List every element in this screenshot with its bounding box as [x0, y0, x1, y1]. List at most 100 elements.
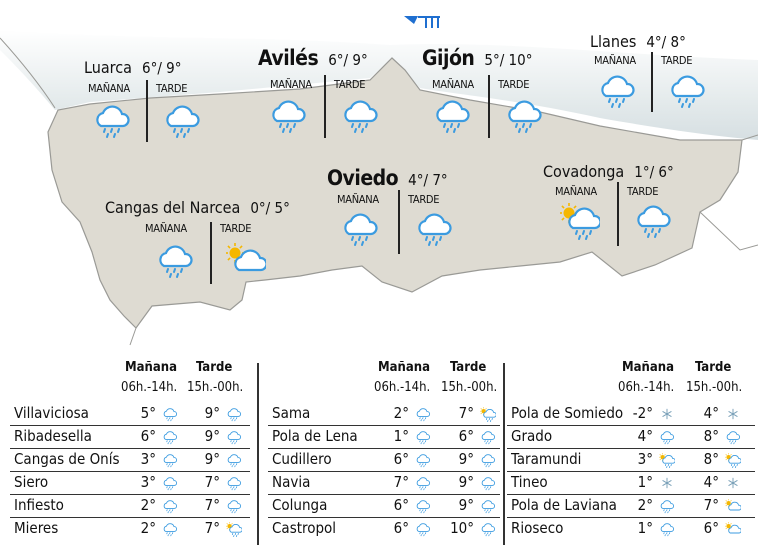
table-row: Cudillero 6° 9° [268, 448, 500, 472]
rain-cloud-icon [480, 429, 496, 445]
sun-rain-cloud-icon [559, 200, 602, 244]
morning-hours: 06h.-14h. [618, 380, 675, 395]
city-temps: 4°/ 7° [408, 171, 448, 189]
location-name: Infiesto [14, 496, 64, 514]
table-row: Siero 3° 7° [10, 471, 250, 495]
city-name: Oviedo [327, 166, 399, 190]
table-row: Grado 4° 8° [507, 425, 755, 449]
divider [210, 222, 212, 284]
neighbor-border-left [129, 134, 758, 346]
rain-cloud-icon [432, 95, 472, 139]
morning-temp: 1° [393, 427, 409, 445]
rain-cloud-icon [633, 200, 673, 244]
asturias-map [0, 16, 758, 346]
rain-cloud-icon [162, 521, 178, 537]
afternoon-temp: 9° [458, 450, 474, 468]
afternoon-temp: 8° [703, 427, 719, 445]
location-name: Sama [272, 404, 311, 422]
divider [324, 75, 326, 138]
city-name: Covadonga [543, 162, 625, 181]
column-divider [257, 363, 259, 545]
afternoon-temp: 7° [204, 519, 220, 537]
morning-temp: 3° [637, 450, 653, 468]
morning-label: MAÑANA [555, 185, 597, 198]
afternoon-temp: 9° [204, 404, 220, 422]
morning-hours: 06h.-14h. [121, 380, 178, 395]
afternoon-temp: 9° [204, 450, 220, 468]
morning-temp: -2° [632, 404, 653, 422]
rain-cloud-icon [659, 498, 675, 514]
city-name: Cangas del Narcea [105, 198, 241, 217]
table-row: Pola de Lena 1° 6° [268, 425, 500, 449]
snowflake-icon [725, 475, 741, 491]
rain-cloud-icon [480, 475, 496, 491]
rain-cloud-icon [725, 429, 741, 445]
sun-cloud-icon [225, 240, 268, 284]
afternoon-header: Tarde [196, 360, 233, 375]
morning-temp: 3° [140, 473, 156, 491]
rain-cloud-icon [480, 498, 496, 514]
morning-temp: 1° [637, 473, 653, 491]
city-name: Llanes [590, 32, 637, 51]
morning-temp: 6° [393, 519, 409, 537]
table-row: Taramundi 3° 8° [507, 448, 755, 472]
sun-cloud-icon [724, 521, 742, 537]
city-name: Luarca [84, 58, 132, 77]
rain-cloud-icon [226, 475, 242, 491]
column-divider [503, 363, 505, 545]
sun-cloud-icon [724, 498, 742, 514]
location-name: Pola de Lena [272, 427, 358, 445]
morning-label: MAÑANA [337, 193, 379, 206]
table-row: Mieres 2° 7° [10, 517, 250, 540]
rain-cloud-icon [667, 70, 707, 114]
rain-cloud-icon [226, 406, 242, 422]
city-temps: 6°/ 9° [141, 59, 182, 77]
afternoon-temp: 6° [703, 519, 719, 537]
morning-label: MAÑANA [432, 78, 474, 91]
divider [488, 75, 490, 138]
afternoon-temp: 6° [458, 427, 474, 445]
rain-cloud-icon [597, 70, 637, 114]
location-name: Tineo [511, 473, 548, 491]
city-temps: 5°/ 10° [484, 51, 533, 69]
morning-label: MAÑANA [270, 78, 312, 91]
location-name: Cangas de Onís [14, 450, 120, 468]
morning-hours: 06h.-14h. [374, 380, 431, 395]
morning-temp: 2° [140, 519, 156, 537]
rain-cloud-icon [659, 521, 675, 537]
afternoon-hours: 15h.-00h. [187, 380, 244, 395]
rain-cloud-icon [226, 429, 242, 445]
morning-header: Mañana [622, 360, 674, 375]
city-temps: 0°/ 5° [250, 199, 290, 217]
afternoon-temp: 7° [458, 404, 474, 422]
location-name: Grado [511, 427, 553, 445]
logo-icon [404, 16, 440, 28]
snowflake-icon [725, 406, 741, 422]
location-name: Castropol [272, 519, 337, 537]
rain-cloud-icon [504, 95, 544, 139]
location-name: Villaviciosa [14, 404, 89, 422]
afternoon-temp: 9° [204, 427, 220, 445]
morning-temp: 2° [140, 496, 156, 514]
table-row: Villaviciosa 5° 9° [10, 402, 250, 426]
afternoon-temp: 7° [204, 473, 220, 491]
table-row: Ribadesella 6° 9° [10, 425, 250, 449]
rain-cloud-icon [415, 498, 431, 514]
map-city-2: Gijón 5°/ 10° [422, 46, 532, 70]
map-city-6: Cangas del Narcea 0°/ 5° [105, 198, 290, 217]
location-name: Pola de Somiedo [511, 404, 624, 422]
location-name: Pola de Laviana [511, 496, 617, 514]
rain-cloud-icon [226, 498, 242, 514]
location-name: Mieres [14, 519, 59, 537]
morning-temp: 6° [140, 427, 156, 445]
rain-cloud-icon [226, 452, 242, 468]
morning-label: MAÑANA [88, 82, 130, 95]
sun-rain-cloud-icon [225, 521, 243, 537]
table-row: Cangas de Onís 3° 9° [10, 448, 250, 472]
morning-temp: 3° [140, 450, 156, 468]
afternoon-temp: 4° [703, 404, 719, 422]
rain-cloud-icon [480, 452, 496, 468]
morning-label: MAÑANA [594, 54, 636, 67]
sun-rain-cloud-icon [479, 406, 497, 422]
rain-cloud-icon [162, 452, 178, 468]
